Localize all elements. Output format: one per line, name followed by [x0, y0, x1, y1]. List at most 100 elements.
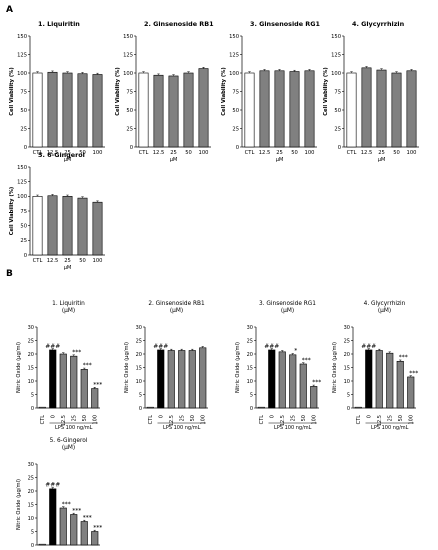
bar [146, 406, 154, 409]
bar [62, 196, 73, 256]
bar [80, 521, 88, 546]
y-tick-label: 100 [123, 71, 133, 77]
y-axis-label: Cell Viability (%) [9, 67, 15, 116]
y-tick-label: 20 [247, 352, 253, 358]
bar [310, 386, 318, 409]
chart-10: 5. 6-Gingerol(μM) 0 5 10 15 20 25 30 Nitric Oxid… [16, 438, 102, 549]
x-tick-label: 25 [71, 415, 77, 421]
y-axis-label: Nitric Oxide (μg/ml) [16, 342, 22, 393]
bar [59, 353, 67, 409]
y-tick-label: 15 [28, 502, 34, 508]
significance-label: *** [72, 507, 81, 514]
bar [386, 352, 394, 409]
significance-label: *** [93, 524, 102, 531]
y-tick-label: 150 [229, 34, 239, 40]
y-tick-label: 125 [331, 52, 341, 58]
chart-title: 2. Ginsenoside RB1 [148, 301, 205, 307]
chart-title: 4. Glycyrrhizin [364, 301, 406, 307]
bar [299, 363, 307, 409]
y-tick-label: 0 [24, 253, 27, 259]
y-tick-label: 25 [136, 338, 142, 344]
significance-label: ### [153, 343, 168, 350]
significance-label: *** [302, 357, 311, 364]
x-tick-label: 0 [366, 415, 372, 418]
y-tick-label: 125 [17, 179, 27, 185]
y-tick-label: 25 [20, 126, 27, 132]
bar [178, 350, 186, 409]
y-axis-label: Nitric Oxide (μg/ml) [16, 479, 22, 530]
significance-label: *** [83, 362, 92, 369]
bar [38, 543, 46, 546]
bar [198, 68, 209, 148]
y-tick-label: 50 [334, 108, 341, 114]
x-tick-label: 25 [64, 150, 71, 156]
x-tick-label: CTL [33, 258, 43, 264]
bar [199, 347, 207, 409]
bar [244, 72, 255, 148]
bar [47, 71, 58, 148]
x-tick-label: 50 [82, 415, 88, 421]
y-axis-label: Cell Viability (%) [9, 187, 15, 236]
y-tick-label: 150 [123, 34, 133, 40]
y-tick-label: 125 [229, 52, 239, 58]
y-tick-label: 10 [247, 379, 253, 385]
y-tick-label: 30 [247, 325, 253, 331]
y-tick-label: 10 [28, 379, 34, 385]
significance-label: *** [312, 379, 321, 386]
x-tick-label: 25 [179, 415, 185, 421]
bar [376, 69, 387, 148]
y-tick-label: 150 [17, 34, 27, 40]
x-tick-label: 12.5 [361, 150, 373, 156]
bar [375, 350, 383, 409]
y-axis-label: Cell Viability (%) [323, 67, 329, 116]
y-tick-label: 30 [28, 325, 34, 331]
bar [406, 70, 417, 148]
y-tick-label: 25 [344, 338, 350, 344]
chart-title-unit: (μM) [62, 445, 75, 451]
chart-4: 4. Glycyrrhizin 0 25 50 75 100 125 150 Cell Viab… [323, 20, 419, 163]
y-axis-label: Nitric Oxide (μg/ml) [124, 342, 130, 393]
panel-label-a: A [6, 5, 13, 15]
bar [274, 70, 285, 148]
bar [259, 70, 270, 148]
bar [77, 197, 88, 256]
x-tick-label: CTL [356, 415, 362, 425]
x-tick-label: CTL [245, 150, 255, 156]
bar [183, 72, 194, 148]
bar [289, 354, 297, 409]
bar [304, 70, 315, 148]
x-unit-label: μM [64, 157, 72, 163]
bar [91, 531, 99, 546]
chart-title-unit: (μM) [62, 308, 75, 314]
x-tick-label: 50 [398, 415, 404, 421]
y-tick-label: 150 [17, 165, 27, 171]
x-tick-label: 100 [305, 150, 315, 156]
y-tick-label: 30 [136, 325, 142, 331]
y-tick-label: 50 [126, 108, 133, 114]
chart-5: 5. 6-Gingerol 0 25 50 75 100 125 150 Cell Viabil… [9, 151, 105, 271]
significance-label: *** [93, 381, 102, 388]
x-tick-label: 100 [199, 150, 209, 156]
significance-label: ### [361, 343, 376, 350]
bar [59, 507, 67, 546]
x-tick-label: 12.5 [169, 415, 175, 426]
bar [62, 72, 73, 148]
x-unit-label: μM [170, 157, 178, 163]
significance-label: *** [72, 349, 81, 356]
x-tick-label: CTL [33, 150, 43, 156]
y-tick-label: 0 [31, 543, 34, 549]
y-tick-label: 25 [232, 126, 239, 132]
y-axis-label: Cell Viability (%) [115, 67, 121, 116]
x-tick-label: 0 [50, 415, 56, 418]
chart-title: 1. Liquiritin [38, 20, 80, 28]
bar [289, 71, 300, 148]
y-tick-label: 5 [250, 392, 253, 398]
chart-6: 1. Liquiritin(μM) 0 5 10 15 20 25 30 Nitric Oxid… [16, 301, 102, 431]
x-unit-label: μM [64, 265, 72, 271]
bar [157, 349, 165, 409]
x-tick-label: 0 [269, 415, 275, 418]
x-tick-label: 50 [190, 415, 196, 421]
x-tick-label: 50 [291, 150, 298, 156]
bar [47, 195, 58, 256]
bar [391, 72, 402, 148]
